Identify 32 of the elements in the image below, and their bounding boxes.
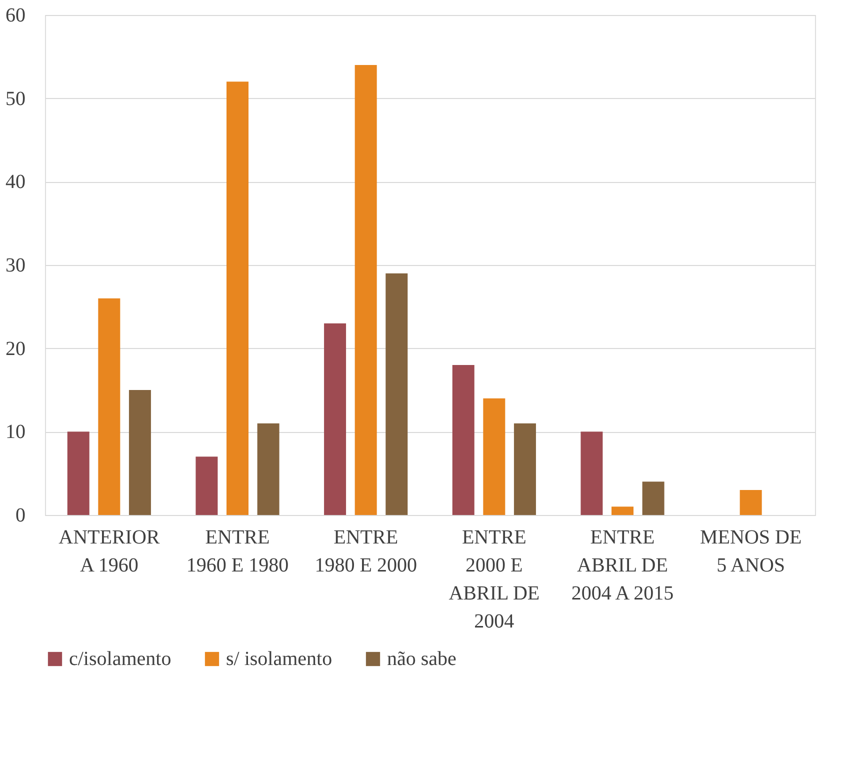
- bar: [67, 432, 90, 515]
- x-tick-label: ENTRE 1960 E 1980: [186, 526, 289, 576]
- legend-label: s/ isolamento: [226, 648, 332, 670]
- x-tick-label: ENTRE ABRIL DE 2004 A 2015: [571, 526, 674, 604]
- x-tick-label: ENTRE 2000 E ABRIL DE 2004: [448, 526, 540, 632]
- x-tick-label: MENOS DE 5 ANOS: [700, 526, 802, 576]
- x-tick-label: ENTRE 1980 E 2000: [314, 526, 417, 576]
- bar: [257, 423, 280, 515]
- bar: [98, 298, 120, 515]
- bar: [196, 456, 218, 515]
- legend-label: não sabe: [387, 648, 457, 670]
- bar: [740, 490, 762, 515]
- bar: [612, 506, 634, 515]
- bar: [226, 82, 248, 515]
- y-tick-label: 50: [6, 88, 26, 110]
- y-tick-label: 40: [6, 171, 26, 194]
- y-tick-label: 10: [6, 421, 26, 444]
- bar: [514, 423, 536, 515]
- legend-label: c/isolamento: [69, 648, 172, 670]
- bar: [642, 482, 664, 515]
- bar: [483, 398, 506, 515]
- y-tick-label: 30: [6, 254, 26, 276]
- bar: [354, 65, 377, 515]
- bar: [580, 432, 603, 515]
- x-tick-label: ANTERIOR A 1960: [58, 526, 160, 576]
- bar: [128, 390, 151, 515]
- y-tick-label: 0: [16, 504, 26, 526]
- bar: [452, 365, 474, 515]
- y-tick-label: 60: [6, 4, 26, 26]
- bar: [324, 323, 346, 515]
- y-tick-label: 20: [6, 338, 26, 360]
- bar: [386, 273, 408, 515]
